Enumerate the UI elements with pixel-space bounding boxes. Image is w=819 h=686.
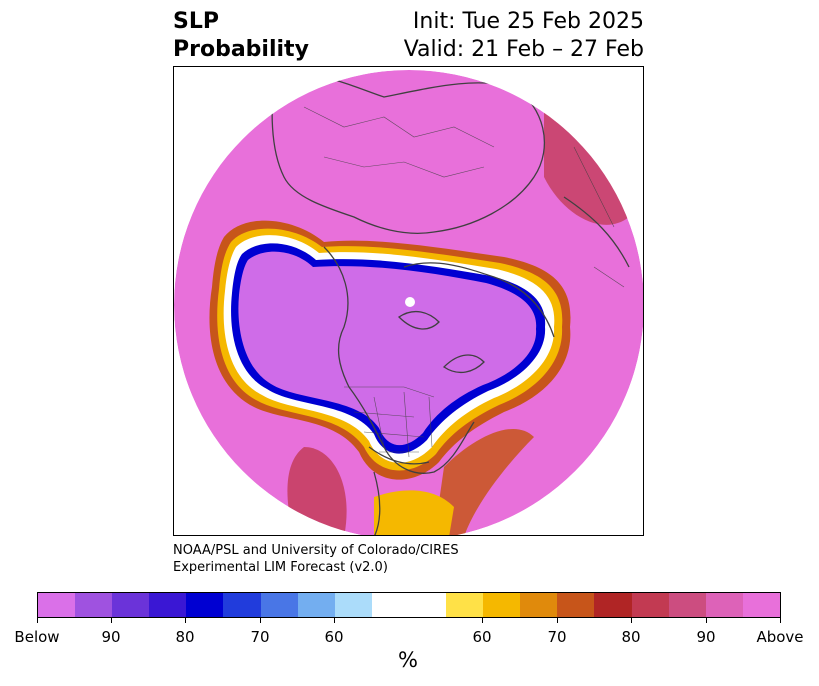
valid-range: Valid: 21 Feb – 27 Feb <box>403 37 644 62</box>
colorbar-tick-label: 60 <box>324 628 344 646</box>
country-borders <box>303 106 625 458</box>
polar-map-svg <box>174 70 643 535</box>
colorbar-tick-label: 60 <box>472 628 492 646</box>
positive-anomaly-atlantic <box>434 428 534 535</box>
colorbar-segment <box>446 593 484 617</box>
colorbar-segment <box>483 593 521 617</box>
colorbar-segment <box>742 593 780 617</box>
colorbar-tick-label: 90 <box>696 628 716 646</box>
colorbar-segment <box>297 593 335 617</box>
colorbar-segment <box>223 593 261 617</box>
title-line-probability: Probability <box>173 37 309 62</box>
init-date: Init: Tue 25 Feb 2025 <box>412 9 644 34</box>
colorbar-tick-mark <box>37 618 38 623</box>
colorbar-tick-mark <box>557 618 558 623</box>
credit-text: NOAA/PSL and University of Colorado/CIRE… <box>173 542 459 576</box>
colorbar-tick-label: Below <box>14 628 60 646</box>
colorbar-tick-mark <box>111 618 112 623</box>
colorbar-segment <box>38 593 76 617</box>
colorbar-tick-label: 90 <box>101 628 121 646</box>
colorbar-segment <box>371 593 447 617</box>
positive-anomaly-upper-right <box>544 107 629 225</box>
colorbar-tick-mark <box>185 618 186 623</box>
colorbar-segment <box>260 593 298 617</box>
colorbar-segment <box>557 593 595 617</box>
colorbar-segment <box>631 593 669 617</box>
colorbar-segment <box>594 593 632 617</box>
colorbar-segment <box>149 593 187 617</box>
colorbar-segment <box>186 593 224 617</box>
colorbar-tick-mark <box>780 618 781 623</box>
colorbar-tick-mark <box>631 618 632 623</box>
pole-marker <box>405 297 415 307</box>
colorbar-segment <box>112 593 150 617</box>
colorbar-tick-label: 70 <box>250 628 270 646</box>
colorbar-segment <box>668 593 706 617</box>
colorbar-segment <box>334 593 372 617</box>
colorbar-tick-label: Above <box>756 628 804 646</box>
colorbar-tick-label: 70 <box>547 628 567 646</box>
map-title: SLP Probability <box>173 8 309 64</box>
colorbar-segment <box>705 593 743 617</box>
forecast-dates: Init: Tue 25 Feb 2025 Valid: 21 Feb – 27… <box>404 8 644 64</box>
colorbar-tick-mark <box>334 618 335 623</box>
colorbar-unit: % <box>398 648 418 672</box>
credit-line-2: Experimental LIM Forecast (v2.0) <box>173 560 388 575</box>
colorbar <box>37 592 781 618</box>
colorbar-tick-label: 80 <box>621 628 641 646</box>
positive-anomaly-gulf <box>374 490 454 535</box>
colorbar-segment <box>520 593 558 617</box>
colorbar-tick-mark <box>482 618 483 623</box>
title-line-slp: SLP <box>173 9 219 34</box>
colorbar-segment <box>75 593 113 617</box>
polar-map <box>173 66 644 536</box>
colorbar-tick-mark <box>260 618 261 623</box>
colorbar-tick-label: 80 <box>175 628 195 646</box>
negative-anomaly-region <box>209 220 571 480</box>
colorbar-tick-mark <box>706 618 707 623</box>
credit-line-1: NOAA/PSL and University of Colorado/CIRE… <box>173 543 459 558</box>
